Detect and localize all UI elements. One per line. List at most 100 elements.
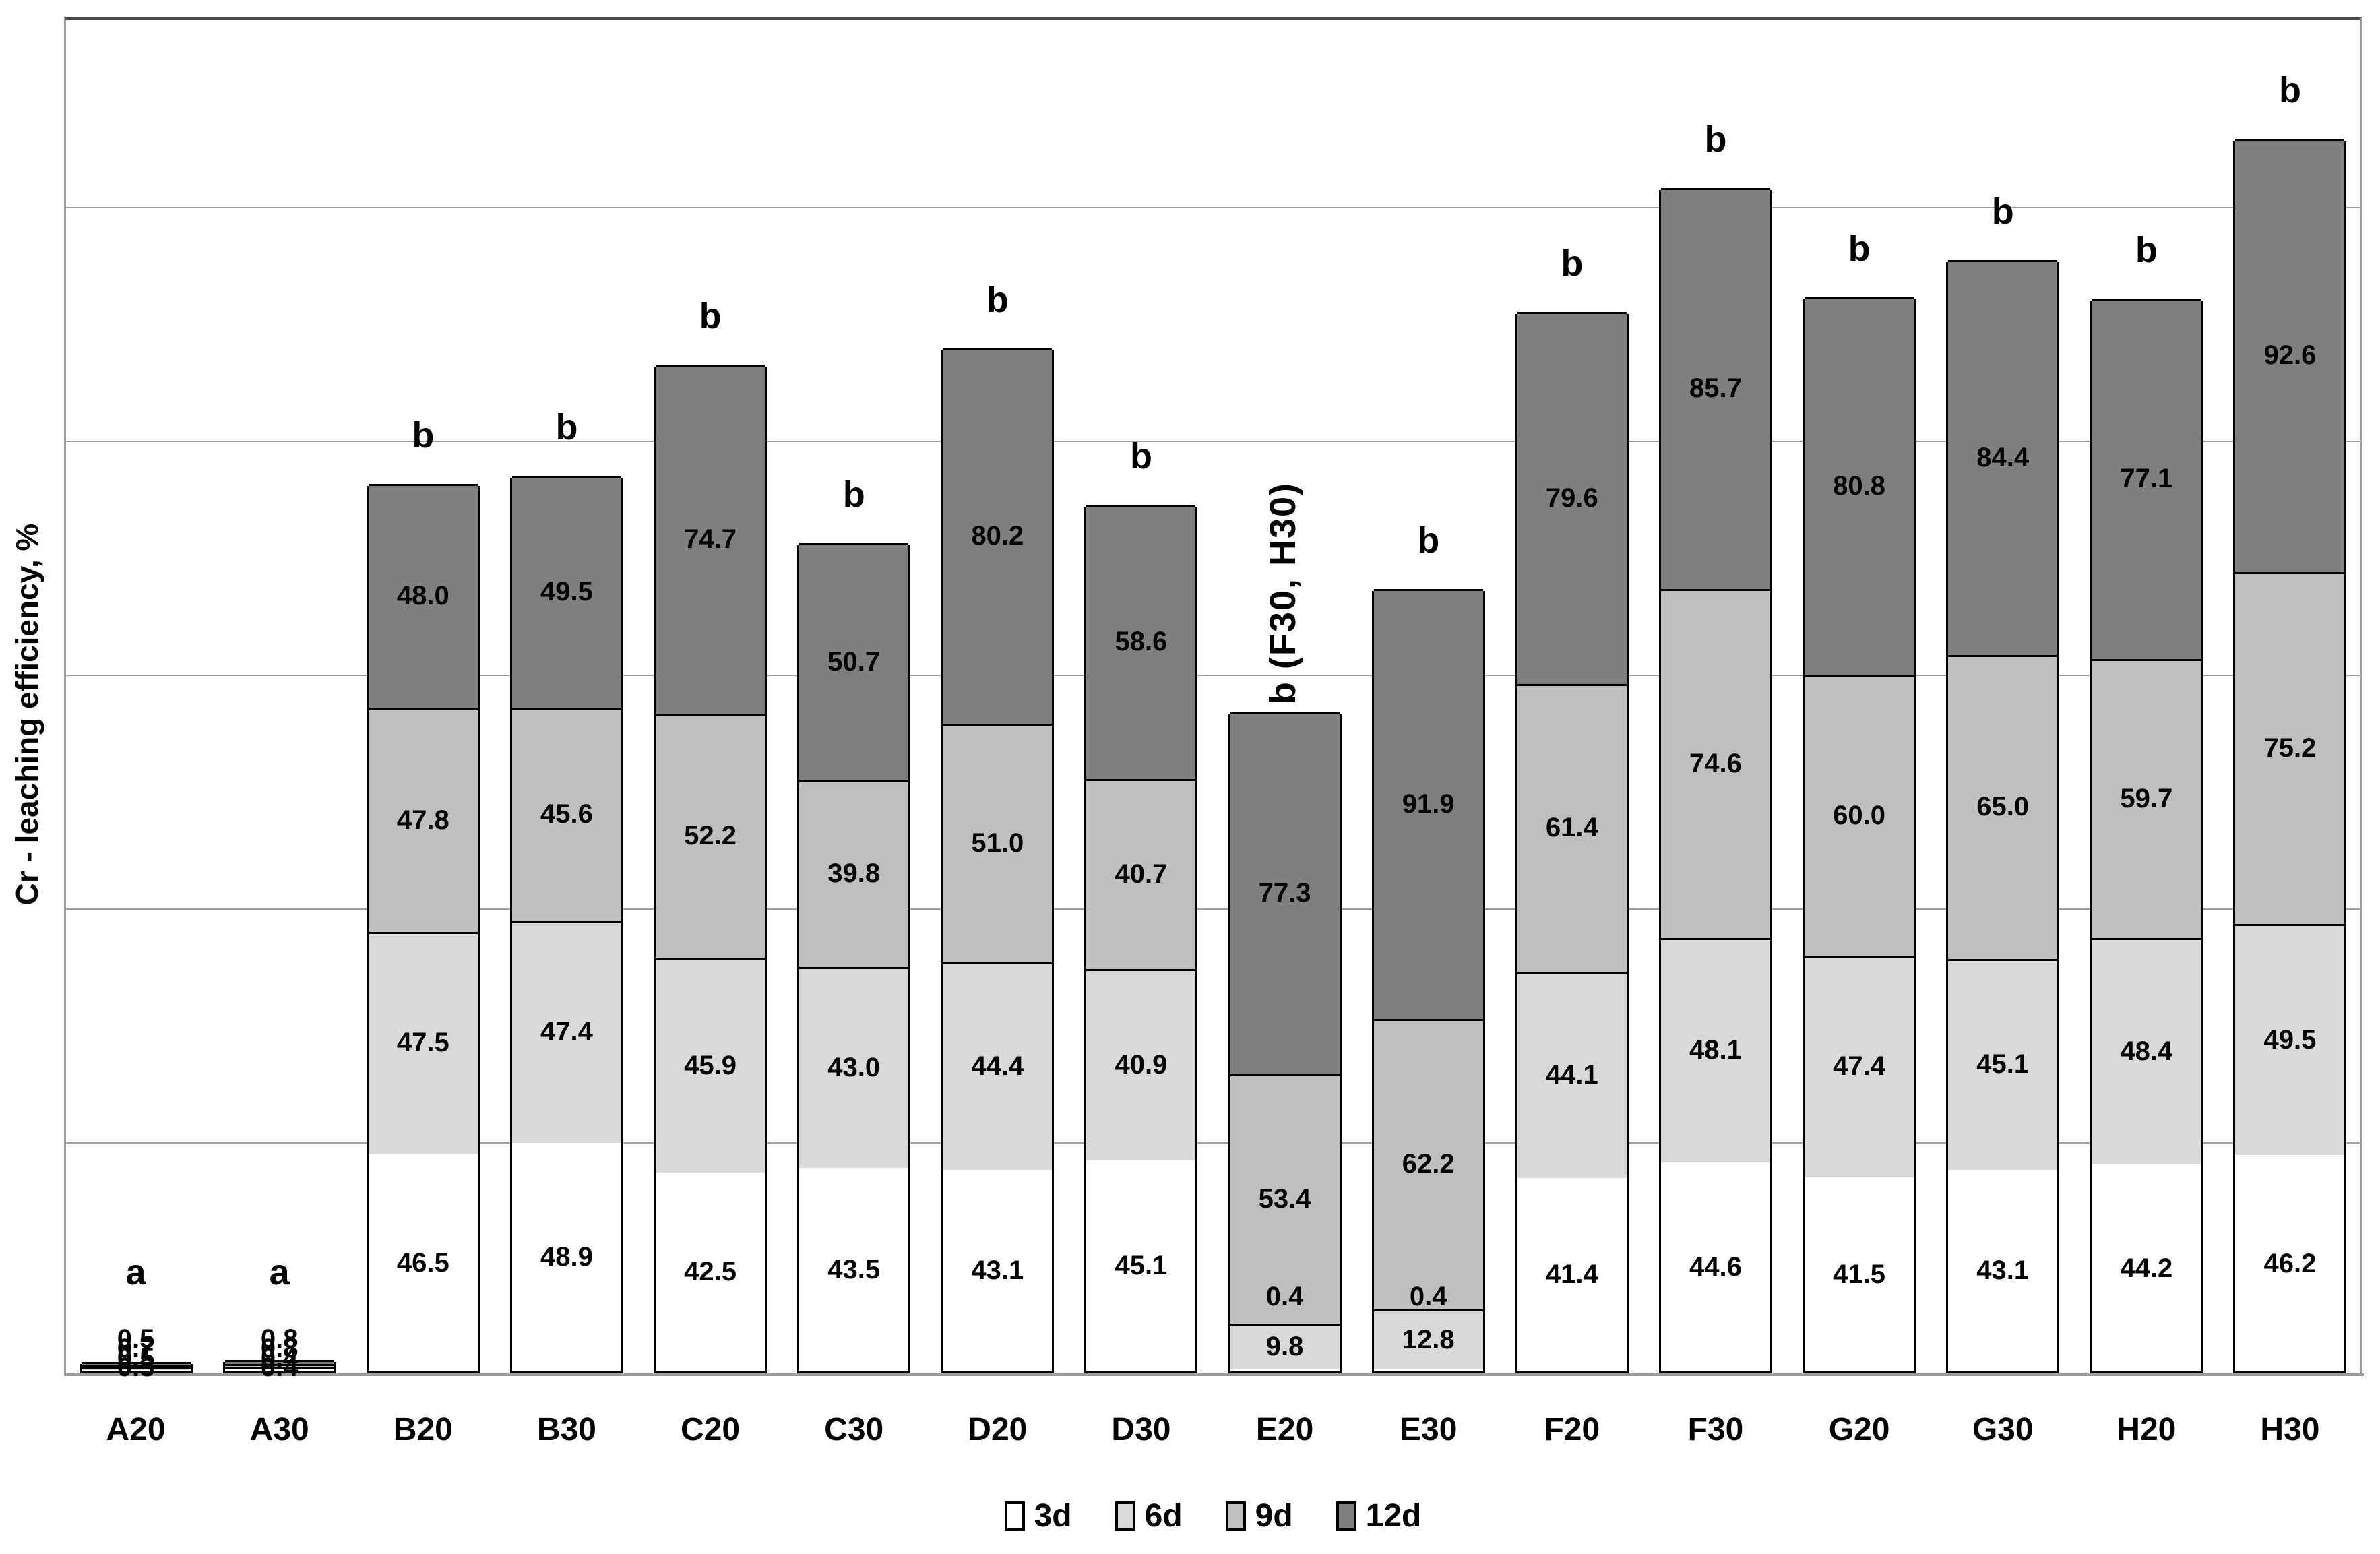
value-label: 61.4	[1545, 813, 1598, 843]
value-label: 74.7	[684, 524, 737, 554]
bar-segment-6d	[1517, 971, 1627, 1178]
category-label-E30: E30	[1399, 1412, 1458, 1448]
legend-label: 6d	[1144, 1498, 1183, 1534]
value-label: 40.7	[1115, 859, 1168, 889]
value-label: 59.7	[2120, 784, 2173, 814]
bar-segment-12d	[1517, 311, 1627, 685]
bar-segment-12d	[224, 1360, 334, 1364]
significance-letter: a	[269, 1252, 290, 1293]
bar-segment-9d	[1805, 675, 1914, 956]
bar-segment-6d	[1086, 969, 1196, 1160]
gridline	[66, 1142, 2360, 1144]
bar-segment-12d	[2235, 138, 2345, 572]
value-label: 48.1	[1689, 1035, 1742, 1065]
bar-F20: 41.4 44.1 61.4 79.6	[1515, 311, 1629, 1373]
value-label: 0.5	[117, 1324, 155, 1354]
value-label: 47.4	[1833, 1051, 1885, 1082]
significance-letter: b	[1848, 228, 1871, 269]
value-label: 42.5	[684, 1257, 737, 1287]
significance-letter: b	[986, 279, 1009, 320]
bar-A20: 0.3 0.5 0.7 0.5	[79, 1324, 193, 1382]
legend-swatch	[1004, 1501, 1025, 1531]
bar-segment-6d	[81, 1367, 191, 1370]
bar-segment-3d	[368, 1154, 478, 1371]
category-label-C20: C20	[681, 1412, 741, 1448]
category-label-D30: D30	[1111, 1412, 1171, 1448]
bar-C20: 42.5 45.9 52.2 74.7	[654, 364, 768, 1373]
gridline	[66, 674, 2360, 676]
value-label: 12.8	[1402, 1324, 1455, 1355]
value-label: 9.8	[1265, 1332, 1304, 1362]
bar-segment-3d	[943, 1169, 1053, 1371]
bar-segment-6d	[656, 958, 765, 1173]
legend: 3d 6d 9d 12d	[64, 1497, 2362, 1534]
significance-letter: b	[2278, 69, 2301, 111]
category-label-B30: B30	[536, 1412, 596, 1448]
bar-segment-9d	[511, 708, 621, 921]
value-label: 74.6	[1689, 748, 1742, 778]
bar-segment-12d	[656, 364, 765, 714]
category-label-G20: G20	[1828, 1412, 1890, 1448]
value-label: 43.0	[827, 1052, 881, 1082]
significance-letter: b	[1704, 119, 1727, 160]
significance-letter: b	[1991, 191, 2014, 232]
value-label: 53.4	[1258, 1183, 1311, 1214]
category-label-B20: B20	[393, 1412, 453, 1448]
bar-segment-12d	[799, 543, 909, 781]
value-label: 0.5	[117, 1342, 155, 1373]
value-label: 44.4	[971, 1051, 1024, 1081]
legend-item-12d: 12d	[1336, 1497, 1421, 1534]
bar-segment-3d	[1948, 1169, 2058, 1371]
value-label: 46.2	[2263, 1248, 2317, 1278]
bar-B20: 46.5 47.5 47.8 48.0	[366, 483, 480, 1373]
category-label-A30: A30	[249, 1412, 309, 1448]
value-label: 77.1	[2120, 464, 2173, 494]
value-label: 0.7	[117, 1333, 155, 1363]
value-label: 49.5	[540, 577, 593, 607]
bar-segment-6d	[368, 931, 478, 1154]
bar-A30: 0.4 0.4 0.8 0.8	[222, 1324, 336, 1382]
bar-segment-12d	[511, 476, 621, 708]
bar-B30: 48.9 47.4 45.6 49.5	[509, 476, 623, 1373]
value-label: 0.8	[260, 1333, 299, 1363]
significance-letter: b	[842, 474, 865, 516]
bar-segment-12d	[1373, 588, 1483, 1019]
gridline	[66, 908, 2360, 910]
bar-E20: 0.4 9.8 53.4 77.3	[1228, 712, 1342, 1373]
value-label: 0.4	[260, 1352, 299, 1382]
bar-H20: 44.2 48.4 59.7 77.1	[2090, 298, 2203, 1373]
bar-segment-9d	[799, 780, 909, 967]
bar-segment-9d	[656, 714, 765, 958]
value-label: 84.4	[1976, 442, 2030, 472]
legend-label: 9d	[1255, 1498, 1293, 1534]
bar-segment-9d	[2092, 658, 2201, 939]
bar-segment-6d	[1805, 955, 1914, 1177]
bar-segment-3d	[2092, 1164, 2201, 1371]
bar-segment-6d	[224, 1367, 334, 1370]
legend-item-9d: 9d	[1225, 1497, 1293, 1534]
value-label: 41.5	[1833, 1259, 1885, 1289]
value-label: 39.8	[827, 859, 881, 889]
significance-letter: b	[1417, 520, 1440, 561]
value-label: 44.2	[2120, 1253, 2173, 1283]
value-label: 45.9	[684, 1050, 737, 1080]
bar-segment-9d	[2235, 571, 2345, 924]
bar-segment-9d	[1660, 588, 1770, 938]
bar-segment-6d	[799, 966, 909, 1169]
value-label: 62.2	[1402, 1149, 1455, 1179]
bar-C30: 43.5 43.0 39.8 50.7	[797, 543, 911, 1373]
value-label: 0.4	[1409, 1281, 1447, 1311]
bar-segment-6d	[1948, 958, 2058, 1170]
value-label: 51.0	[971, 828, 1024, 858]
value-label: 45.6	[540, 799, 593, 830]
value-label: 41.4	[1545, 1260, 1598, 1290]
bar-segment-12d	[1805, 297, 1914, 675]
significance-letter: b	[2135, 229, 2158, 270]
value-label: 47.4	[540, 1017, 593, 1047]
legend-label: 3d	[1034, 1498, 1072, 1534]
value-label: 45.1	[1976, 1049, 2030, 1080]
category-label-E20: E20	[1255, 1412, 1314, 1448]
significance-letter: b	[1129, 435, 1152, 476]
bar-segment-12d	[1086, 504, 1196, 779]
